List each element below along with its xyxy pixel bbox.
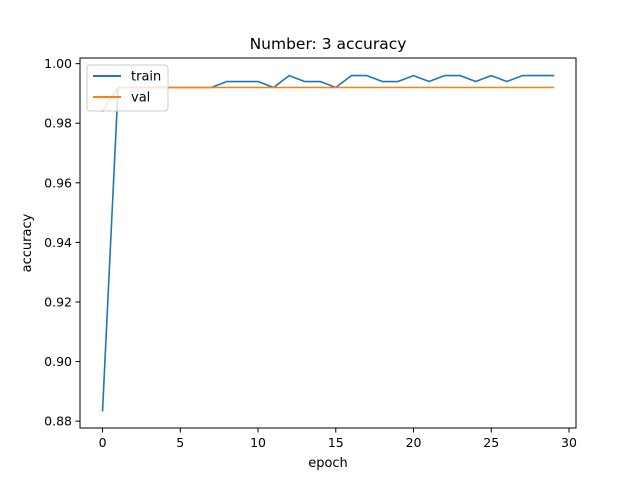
series-layer: [101, 74, 555, 412]
x-tick-label: 0: [99, 435, 107, 450]
axes-background: [80, 58, 576, 428]
y-tick-label: 0.98: [44, 116, 72, 131]
x-tick-label: 30: [561, 435, 577, 450]
y-tick-label: 0.88: [44, 414, 72, 429]
legend-label-train: train: [131, 70, 161, 85]
series-line-val: [101, 86, 555, 113]
x-axis-ticks: 0 5 10 15 20 25 30: [99, 428, 577, 450]
legend-label-val: val: [131, 91, 150, 106]
x-tick-label: 10: [250, 435, 266, 450]
y-tick-label: 0.94: [44, 235, 72, 250]
y-tick-label: 1.00: [44, 56, 72, 71]
x-tick-label: 25: [483, 435, 499, 450]
y-axis-label: accuracy: [20, 213, 35, 272]
axes-frame: [79, 57, 577, 429]
y-tick-label: 0.96: [44, 175, 72, 190]
plot-area: 0 5 10 15 20 25 30 0.88 0.90 0.92 0.94 0.96 0.98 1.0…: [44, 56, 577, 450]
x-tick-label: 5: [176, 435, 184, 450]
chart-title: Number: 3 accuracy: [250, 35, 407, 53]
legend: train val: [86, 64, 169, 112]
y-tick-label: 0.90: [44, 354, 72, 369]
y-axis-ticks: 0.88 0.90 0.92 0.94 0.96 0.98 1.00: [44, 56, 80, 429]
x-axis-label: epoch: [308, 456, 348, 471]
y-tick-label: 0.92: [44, 294, 72, 309]
x-tick-label: 15: [328, 435, 344, 450]
x-tick-label: 20: [406, 435, 422, 450]
